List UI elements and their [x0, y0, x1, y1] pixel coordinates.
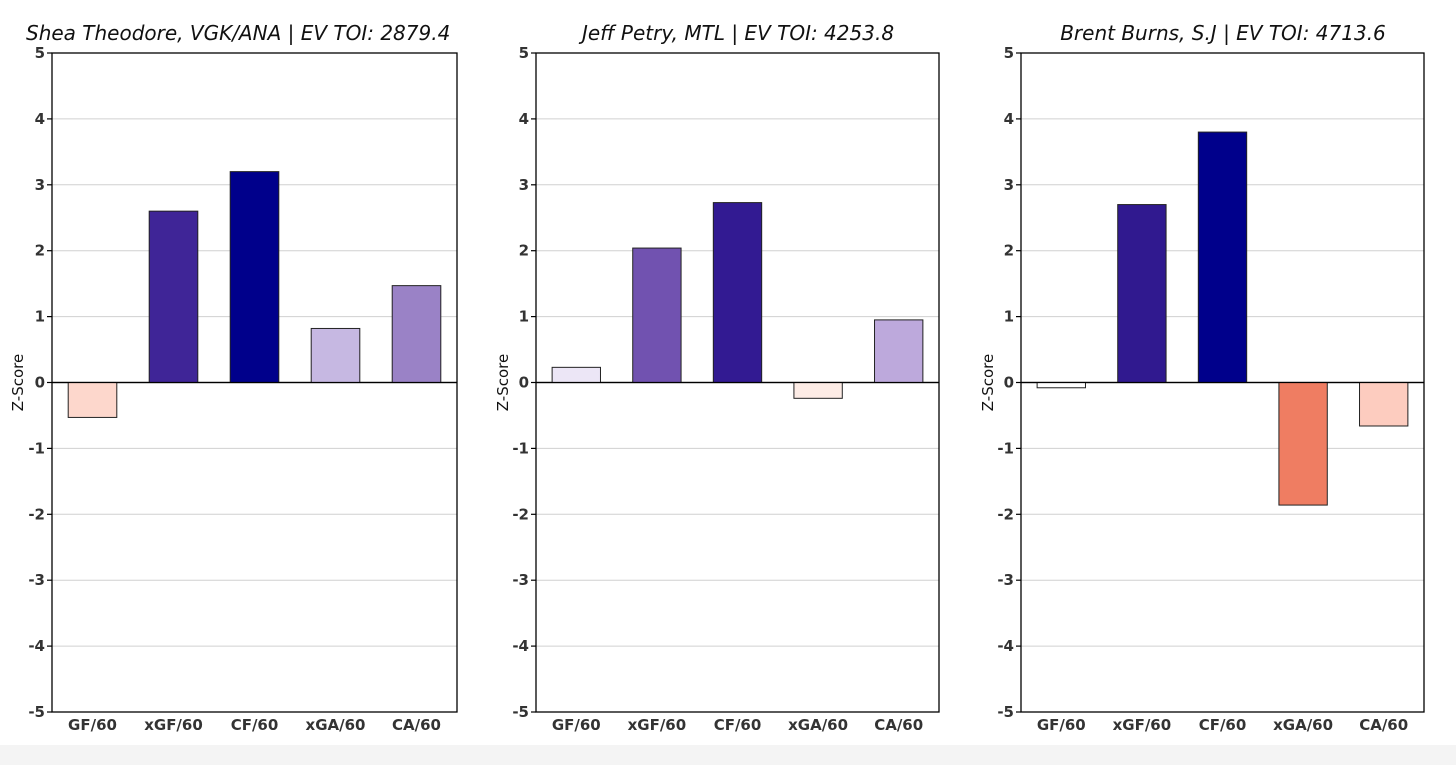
- x-tick-label: xGF/60: [1113, 716, 1172, 734]
- y-tick-label: 5: [1004, 44, 1014, 62]
- y-tick-label: -2: [512, 505, 529, 523]
- x-tick-label: CA/60: [392, 716, 441, 734]
- y-tick-label: 4: [1004, 110, 1014, 128]
- bar-gf-60: [67, 382, 118, 418]
- y-tick-label: -4: [512, 637, 529, 655]
- y-tick-label: 0: [519, 374, 529, 392]
- y-tick-label: -3: [512, 571, 529, 589]
- y-tick-label: -5: [512, 703, 529, 721]
- chart-title: Shea Theodore, VGK/ANA | EV TOI: 2879.4: [26, 21, 450, 45]
- chart-panel-3: GF/60 xGF/60 CF/60 xGA/60 CA/60 -5 -4 -3 -2 -1 0 1 2…: [970, 0, 1455, 765]
- x-tick-label: GF/60: [68, 716, 117, 734]
- chart-panel-2: GF/60 xGF/60 CF/60 xGA/60 CA/60 -5 -4 -3 -2 -1 0 1 2…: [485, 0, 970, 765]
- x-tick-label: xGA/60: [1273, 716, 1333, 734]
- y-tick-label: 3: [35, 176, 45, 194]
- y-tick-label: -1: [28, 439, 45, 457]
- y-tick-label: -2: [997, 505, 1014, 523]
- y-tick-label: 3: [1004, 176, 1014, 194]
- y-tick-label: 2: [1004, 242, 1014, 260]
- y-axis-label: Z-Score: [979, 354, 997, 411]
- x-tick-label: xGF/60: [144, 716, 203, 734]
- bar-xgf-60: [148, 210, 199, 383]
- y-tick-label: 1: [1004, 308, 1014, 326]
- y-tick-label: -5: [28, 703, 45, 721]
- bar-cf-60: [712, 202, 763, 383]
- y-tick-label: 5: [35, 44, 45, 62]
- x-tick-label: xGA/60: [788, 716, 848, 734]
- x-tick-label: GF/60: [552, 716, 601, 734]
- bar-ca-60: [1359, 382, 1409, 427]
- x-tick-label: xGF/60: [628, 716, 687, 734]
- y-tick-label: -4: [28, 637, 45, 655]
- chart-svg-1: GF/60 xGF/60 CF/60 xGA/60 CA/60 -5 -4 -3 -2 -1 0 1 2…: [9, 21, 458, 734]
- y-tick-label: 2: [35, 242, 45, 260]
- y-tick-label: -2: [28, 505, 45, 523]
- x-tick-label: CF/60: [1199, 716, 1247, 734]
- bar-xga-60: [1278, 382, 1328, 506]
- y-tick-label: 0: [1004, 374, 1014, 392]
- y-tick-label: 5: [519, 44, 529, 62]
- x-tick-label: CA/60: [1359, 716, 1408, 734]
- x-tick-label: CF/60: [231, 716, 279, 734]
- y-tick-label: -5: [997, 703, 1014, 721]
- bar-xga-60: [310, 327, 361, 384]
- bar-cf-60: [1197, 131, 1248, 383]
- y-tick-label: 3: [519, 176, 529, 194]
- y-tick-label: 1: [35, 308, 45, 326]
- x-tick-label: xGA/60: [306, 716, 366, 734]
- y-tick-label: -4: [997, 637, 1014, 655]
- x-tick-label: GF/60: [1037, 716, 1086, 734]
- y-tick-label: 4: [519, 110, 529, 128]
- y-tick-label: -1: [512, 439, 529, 457]
- y-tick-label: 2: [519, 242, 529, 260]
- y-axis-label: Z-Score: [9, 354, 27, 411]
- bar-cf-60: [229, 171, 280, 383]
- y-tick-label: 0: [35, 374, 45, 392]
- bar-xgf-60: [1117, 204, 1167, 383]
- chart-title: Brent Burns, S.J | EV TOI: 4713.6: [1060, 21, 1386, 45]
- y-tick-label: 4: [35, 110, 45, 128]
- y-tick-label: -3: [997, 571, 1014, 589]
- y-tick-label: 1: [519, 308, 529, 326]
- chart-panel-1: GF/60 xGF/60 CF/60 xGA/60 CA/60 -5 -4 -3 -2 -1 0 1 2…: [0, 0, 485, 765]
- bar-ca-60: [874, 319, 924, 383]
- chart-svg-3: GF/60 xGF/60 CF/60 xGA/60 CA/60 -5 -4 -3 -2 -1 0 1 2…: [979, 21, 1425, 734]
- x-tick-label: CF/60: [714, 716, 762, 734]
- chart-svg-2: GF/60 xGF/60 CF/60 xGA/60 CA/60 -5 -4 -3 -2 -1 0 1 2…: [494, 21, 940, 734]
- bottom-strip: [0, 745, 1456, 765]
- bar-xgf-60: [632, 247, 682, 383]
- y-tick-label: -1: [997, 439, 1014, 457]
- bar-gf-60: [551, 366, 601, 383]
- bar-gf-60: [1036, 382, 1086, 389]
- chart-title: Jeff Petry, MTL | EV TOI: 4253.8: [578, 21, 894, 45]
- bar-ca-60: [391, 285, 442, 384]
- x-tick-label: CA/60: [874, 716, 923, 734]
- bar-xga-60: [793, 382, 843, 399]
- y-tick-label: -3: [28, 571, 45, 589]
- y-axis-label: Z-Score: [494, 354, 512, 411]
